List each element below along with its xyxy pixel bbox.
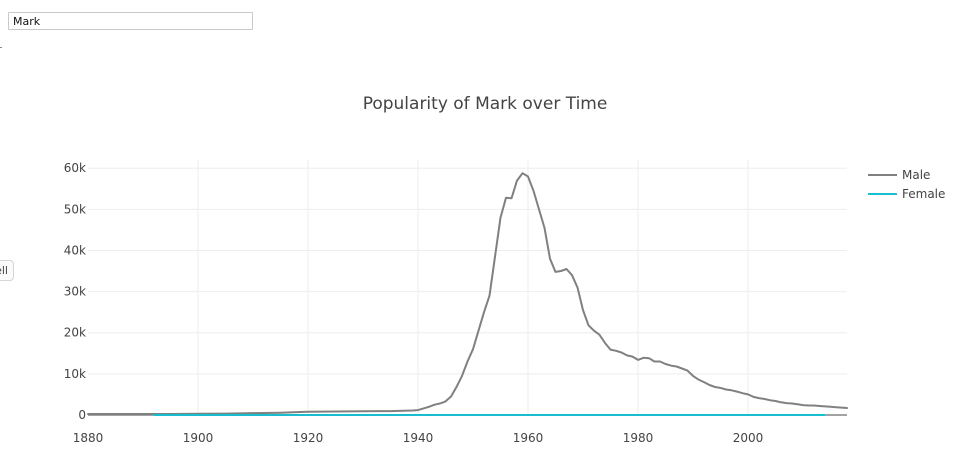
chart-legend[interactable]: Male Female [868,168,945,201]
y-tick-label: 10k [64,367,86,381]
x-tick-label: 1900 [183,431,214,445]
name-search-input[interactable] [8,12,253,30]
y-tick-label: 30k [64,285,86,299]
legend-label: Male [902,168,930,182]
x-tick-label: 1980 [623,431,654,445]
chart-axes: 0 10k 20k 30k 40k 50k 60k 1880 1900 1920 1940 1960 1… [64,161,847,445]
edge-tick-mark [0,47,2,48]
y-tick-label: 60k [64,161,86,175]
x-tick-label: 2000 [733,431,764,445]
y-tick-label: 50k [64,202,86,216]
chart-series-group [87,172,848,416]
legend-item-male[interactable]: Male [868,168,930,182]
x-tick-label: 1940 [403,431,434,445]
y-tick-label: 40k [64,243,86,257]
series-line-male [87,172,848,415]
y-tick-label: 20k [64,326,86,340]
x-tick-label: 1960 [513,431,544,445]
y-tick-label: 0 [78,408,86,422]
chart-title: Popularity of Mark over Time [363,94,608,114]
legend-item-female[interactable]: Female [868,187,945,201]
side-toggle-button[interactable]: ell [0,260,14,281]
x-tick-label: 1880 [73,431,104,445]
legend-label: Female [902,187,945,201]
chart-grid [88,160,847,415]
x-tick-label: 1920 [293,431,324,445]
